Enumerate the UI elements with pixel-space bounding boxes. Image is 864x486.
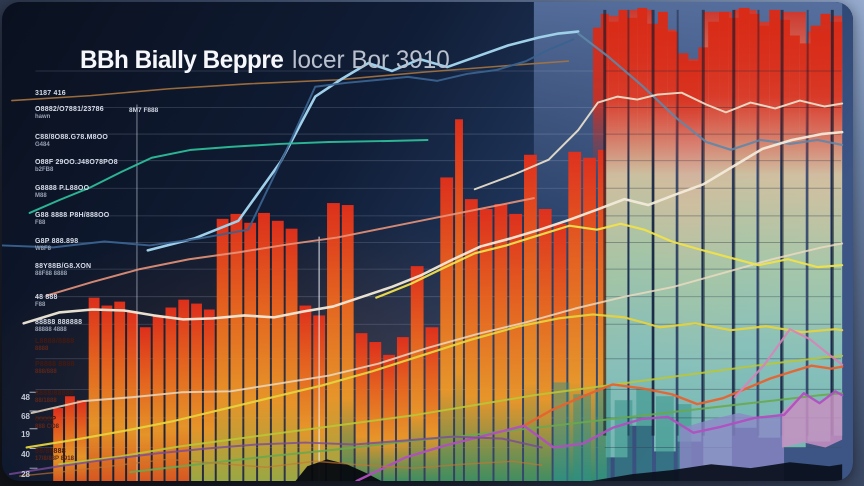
chart-canvas [2,2,853,481]
chart-card: BBh Bially Beppre locer Bor 3910 3187 416… [2,2,853,481]
chart-title: BBh Bially Beppre locer Bor 3910 [80,46,450,75]
chart-title-main: BBh Bially Beppre [80,46,284,74]
chart-title-sub: locer Bor 3910 [292,46,450,74]
